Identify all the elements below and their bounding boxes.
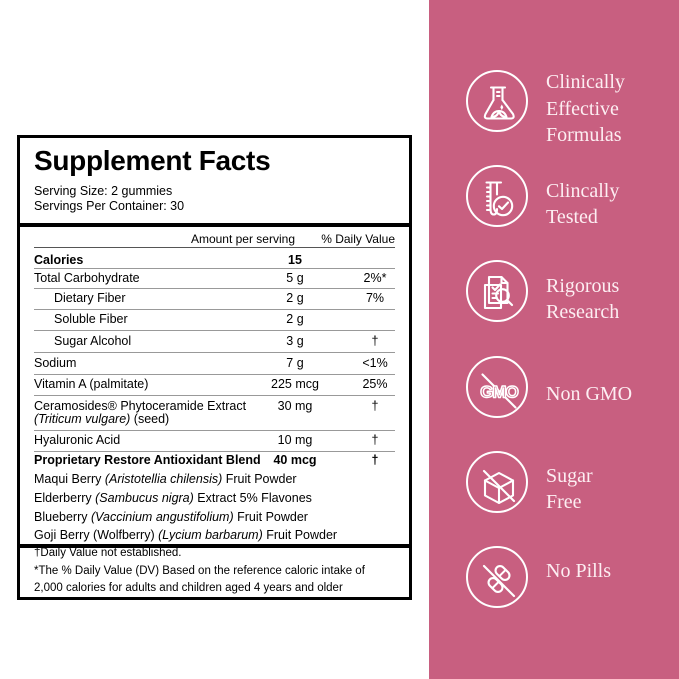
svg-text:GMO: GMO bbox=[480, 382, 518, 401]
